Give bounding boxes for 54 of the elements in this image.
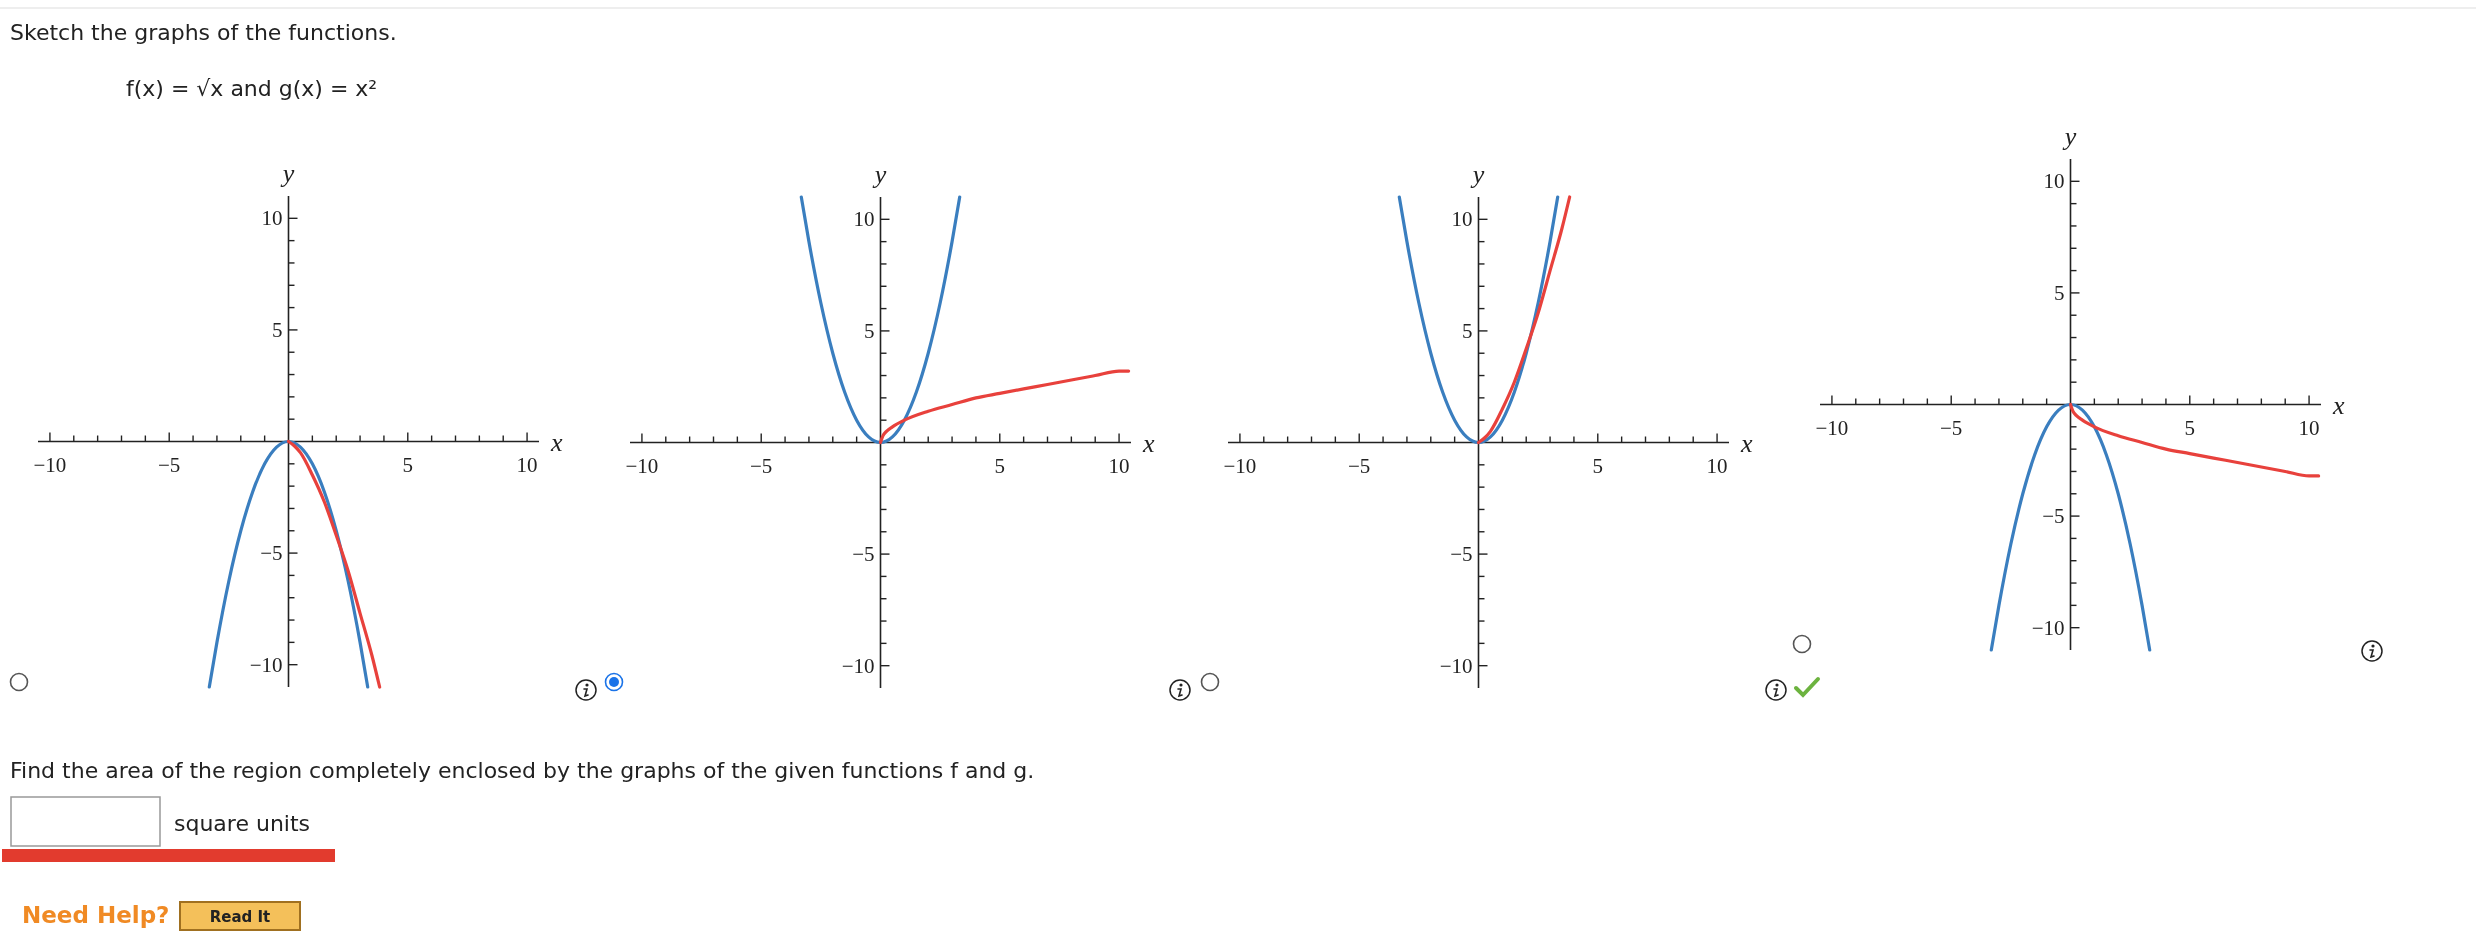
y-tick-label: 10 [261, 206, 283, 231]
y-tick-label: −10 [841, 653, 875, 678]
y-tick-label: −5 [2042, 504, 2065, 529]
x-tick-label: 5 [402, 452, 414, 477]
x-tick-label: −10 [33, 452, 67, 477]
y-axis-title: y [279, 159, 295, 188]
chart-title: Sketch the graphs of the functions. [10, 20, 397, 45]
x-axis-title: x [1740, 428, 1753, 458]
y-axis-title: y [1469, 160, 1485, 189]
line-series [878, 369, 1131, 445]
x-axis-title: x [2332, 390, 2345, 420]
x-tick-label: −5 [750, 453, 773, 478]
x-tick-label: 10 [2298, 415, 2320, 440]
line-series [799, 195, 962, 445]
y-tick-label: −5 [260, 541, 283, 566]
y-tick-label: −5 [1450, 542, 1473, 567]
text: square units [174, 811, 311, 836]
x-tick-label: 10 [1706, 453, 1728, 478]
line-series [286, 439, 382, 689]
x-tick-label: 5 [994, 453, 1006, 478]
x-tick-label: −5 [158, 452, 181, 477]
x-tick-label: 5 [2184, 415, 2196, 440]
y-tick-label: −10 [249, 652, 283, 677]
y-tick-label: −10 [1439, 653, 1473, 678]
x-tick-label: −10 [625, 453, 659, 478]
line-series [207, 439, 370, 689]
line-series [1989, 402, 2152, 652]
y-tick-label: −10 [2031, 615, 2065, 640]
line-series [1397, 195, 1560, 445]
x-tick-label: −10 [1815, 415, 1849, 440]
y-tick-label: 5 [1462, 318, 1473, 343]
x-axis-title: x [1142, 428, 1155, 458]
x-tick-label: −5 [1348, 453, 1371, 478]
y-tick-label: 5 [272, 317, 283, 342]
x-tick-label: 5 [1592, 453, 1604, 478]
x-tick-label: 10 [516, 452, 538, 477]
y-tick-label: 10 [1451, 207, 1473, 232]
x-tick-label: −5 [1940, 415, 1963, 440]
x-tick-label: 10 [1108, 453, 1130, 478]
y-tick-label: 10 [2043, 169, 2065, 194]
text: Find the area of the region completely enclosed by the graphs of the given functions f and g. [10, 758, 1035, 783]
y-tick-label: 10 [853, 207, 875, 232]
line-series [1476, 195, 1572, 445]
y-tick-label: 5 [2054, 280, 2065, 305]
y-tick-label: 5 [864, 318, 875, 343]
y-axis-title: y [871, 160, 887, 189]
x-tick-label: −10 [1223, 453, 1257, 478]
chart-subtitle: f(x) = √x and g(x) = x² [126, 76, 378, 101]
y-tick-label: −5 [852, 542, 875, 567]
x-axis-title: x [550, 427, 563, 457]
y-axis-title: y [2061, 122, 2077, 151]
text: Need Help? [22, 902, 170, 928]
line-series [2068, 402, 2321, 478]
text: Read It [209, 908, 271, 926]
